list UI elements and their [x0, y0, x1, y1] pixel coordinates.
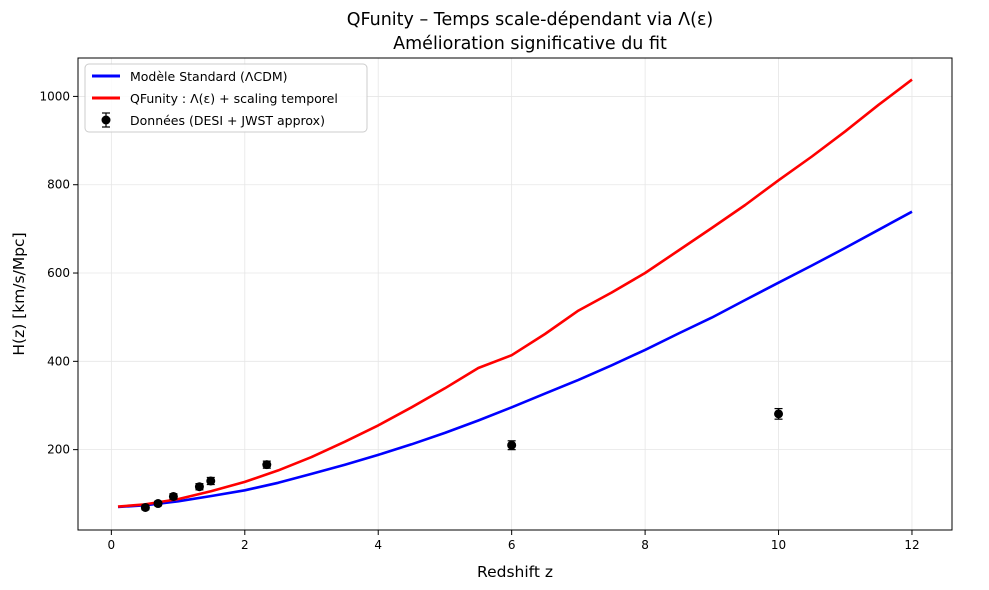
x-tick-label: 8: [641, 538, 649, 552]
y-tick-label: 800: [47, 178, 70, 192]
data-point: [774, 409, 784, 419]
data-point: [153, 499, 163, 509]
legend-label-lcdm: Modèle Standard (ΛCDM): [130, 69, 287, 84]
legend-label-data: Données (DESI + JWST approx): [130, 113, 325, 128]
data-point: [168, 491, 178, 501]
x-tick-label: 2: [241, 538, 249, 552]
series-line-0: [117, 210, 913, 509]
x-tick-label: 12: [904, 538, 919, 552]
legend-marker-data: [101, 115, 111, 125]
legend: Modèle Standard (ΛCDM) QFunity : Λ(ε) + …: [84, 63, 368, 133]
y-tick-label: 600: [47, 266, 70, 280]
axis-ticks: 0 2 4 6 8 10 12 200 400 600 800 1000: [39, 89, 919, 552]
x-tick-label: 6: [508, 538, 516, 552]
plot-frame: [77, 57, 953, 531]
y-tick-label: 200: [47, 443, 70, 457]
legend-box: [84, 63, 368, 133]
y-tick-label: 400: [47, 354, 70, 368]
legend-label-qfunity: QFunity : Λ(ε) + scaling temporel: [130, 91, 338, 106]
grid: [78, 58, 952, 530]
data-point: [507, 440, 517, 450]
data-point: [262, 460, 272, 470]
x-axis-label: Redshift z: [477, 563, 553, 581]
y-tick-label: 1000: [39, 89, 70, 103]
x-tick-label: 10: [771, 538, 786, 552]
chart-title-line-1: QFunity – Temps scale-dépendant via Λ(ε): [347, 10, 714, 30]
x-tick-label: 4: [374, 538, 382, 552]
x-tick-label: 0: [108, 538, 116, 552]
chart-title-line-2: Amélioration significative du fit: [393, 34, 667, 54]
series-line-1: [117, 78, 913, 508]
y-axis-label: H(z) [km/s/Mpc]: [10, 232, 28, 355]
data-point: [206, 476, 216, 486]
data-point: [194, 482, 204, 492]
data-point: [140, 502, 150, 512]
plot-series: [117, 78, 913, 512]
